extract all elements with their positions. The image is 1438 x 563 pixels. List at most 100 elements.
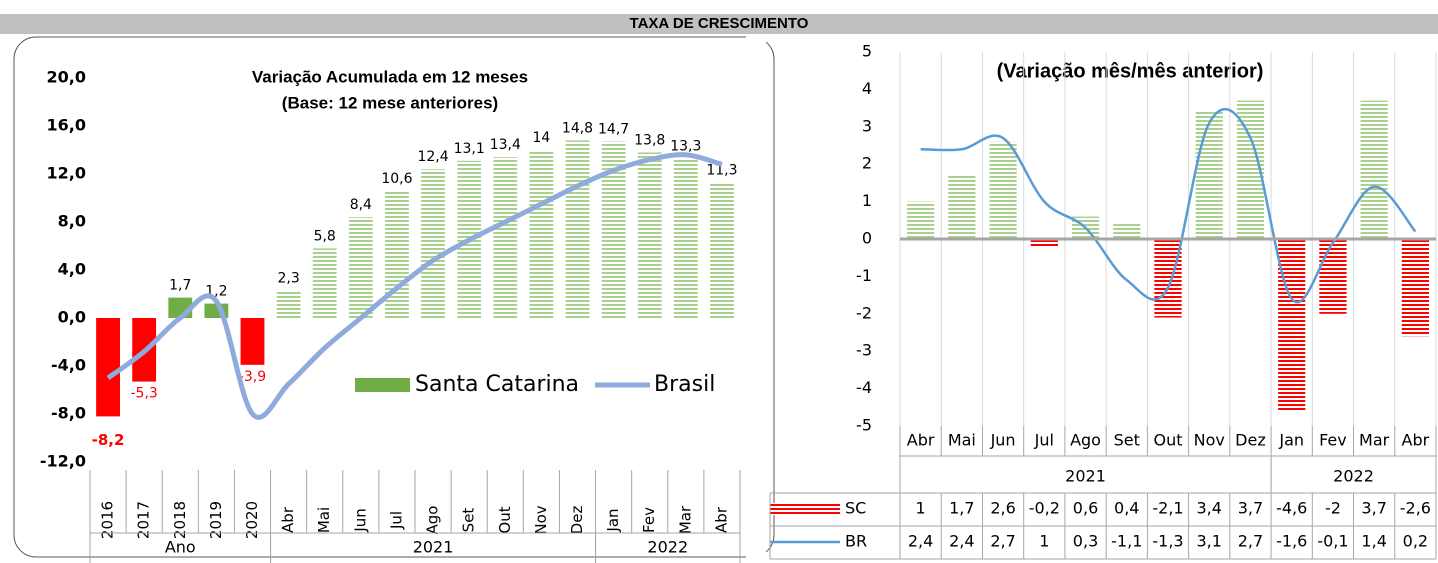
bar [1030, 239, 1058, 247]
table-cell: -4,6 [1276, 499, 1307, 518]
bar [1360, 100, 1388, 240]
line [106, 152, 723, 420]
table-cell: -2,1 [1152, 499, 1183, 518]
x-tick-label: Jul [1034, 431, 1054, 450]
legend-label: SC [845, 499, 866, 518]
data-label: 2,3 [277, 270, 299, 286]
table-cell: 2,4 [949, 532, 974, 551]
table-cell: 3,7 [1238, 499, 1263, 518]
bar [1154, 239, 1182, 318]
table-cell: 0,3 [1073, 532, 1098, 551]
bar [948, 175, 976, 239]
group-label: 2022 [1333, 467, 1374, 486]
bar [312, 248, 337, 318]
x-tick-label: Out [496, 506, 514, 533]
x-tick-label: Abr [907, 431, 935, 450]
table-cell: 2,7 [1238, 532, 1263, 551]
y-tick-label: -8,0 [51, 404, 86, 423]
group-label: 2021 [413, 538, 454, 557]
data-label: 13,1 [454, 141, 485, 157]
bar [1278, 239, 1306, 412]
x-tick-label: Nov [1194, 431, 1225, 450]
x-tick-label: Mai [948, 431, 976, 450]
header-bar [0, 14, 1438, 34]
y-tick-label: 20,0 [47, 68, 86, 87]
bar [385, 190, 409, 318]
data-label: 13,8 [634, 132, 665, 148]
data-label: 10,6 [381, 171, 412, 187]
x-tick-label: Abr [279, 506, 297, 533]
x-tick-label: Abr [712, 506, 730, 533]
x-tick-label: 2016 [99, 501, 117, 539]
group-label: Ano [165, 538, 196, 557]
y-tick-label: 12,0 [47, 164, 86, 183]
table-cell: -0,2 [1029, 499, 1060, 518]
data-label: -3,9 [239, 369, 266, 385]
x-tick-label: Dez [568, 506, 586, 535]
y-tick-label: -2 [856, 303, 872, 322]
bar [601, 141, 626, 318]
bar [493, 157, 518, 318]
left-frame [13, 36, 775, 558]
table-cell: -1,1 [1111, 532, 1142, 551]
y-tick-label: -3 [856, 341, 872, 360]
table-cell: 0,4 [1114, 499, 1139, 518]
y-tick-label: 1 [862, 191, 872, 210]
table-cell: -2,6 [1400, 499, 1431, 518]
x-tick-label: 2020 [243, 501, 261, 539]
legend-swatch [355, 378, 410, 392]
gap [746, 34, 766, 563]
group-label: 2022 [647, 538, 688, 557]
table-cell: 3,4 [1197, 499, 1222, 518]
x-tick-label: Fev [1319, 431, 1347, 450]
bar [1401, 239, 1429, 337]
table-cell: -2 [1325, 499, 1341, 518]
bar [673, 158, 698, 318]
y-tick-label: 3 [862, 116, 872, 135]
chart-title: (Variação mês/mês anterior) [997, 60, 1264, 82]
x-tick-label: Fev [640, 507, 658, 533]
y-tick-label: 4 [862, 79, 872, 98]
x-tick-label: Mar [1359, 431, 1390, 450]
x-tick-label: 2018 [171, 501, 189, 539]
x-tick-label: 2017 [135, 501, 153, 539]
x-tick-label: Ago [1070, 431, 1101, 450]
table-cell: 3,7 [1361, 499, 1386, 518]
table-cell: 0,2 [1403, 532, 1428, 551]
table-cell: 3,1 [1197, 532, 1222, 551]
bar [710, 182, 734, 318]
table-cell: 2,7 [990, 532, 1015, 551]
y-tick-label: 5 [862, 42, 872, 61]
x-tick-label: Jan [604, 508, 622, 532]
table-cell: 2,6 [990, 499, 1015, 518]
x-tick-label: Dez [1235, 431, 1266, 450]
x-tick-label: Mai [315, 507, 333, 533]
y-tick-label: 0,0 [58, 308, 86, 327]
x-tick-label: Jun [351, 508, 369, 532]
table-cell: 1,4 [1361, 532, 1386, 551]
data-label: -5,3 [131, 386, 158, 402]
y-tick-label: -12,0 [40, 452, 86, 471]
legend-label: Santa Catarina [415, 372, 579, 397]
bar [529, 150, 554, 318]
legend-label: BR [845, 532, 867, 551]
y-tick-label: -5 [856, 416, 872, 435]
data-label: 14,7 [598, 122, 629, 138]
x-tick-label: 2019 [207, 501, 225, 539]
x-tick-label: Jun [990, 431, 1016, 450]
bar [240, 318, 265, 365]
data-label: 14 [532, 130, 550, 146]
x-tick-label: Out [1153, 431, 1182, 450]
bar [276, 290, 301, 318]
y-tick-label: 8,0 [58, 212, 86, 231]
y-tick-label: 0 [862, 229, 872, 248]
bar [1319, 239, 1347, 314]
x-tick-label: Mar [676, 505, 694, 534]
header-title: TAXA DE CRESCIMENTO [630, 15, 809, 32]
table-cell: 1 [1039, 532, 1049, 551]
legend-swatch [770, 503, 840, 515]
line [920, 108, 1417, 304]
bar [421, 169, 445, 318]
data-label: 5,8 [314, 228, 336, 244]
